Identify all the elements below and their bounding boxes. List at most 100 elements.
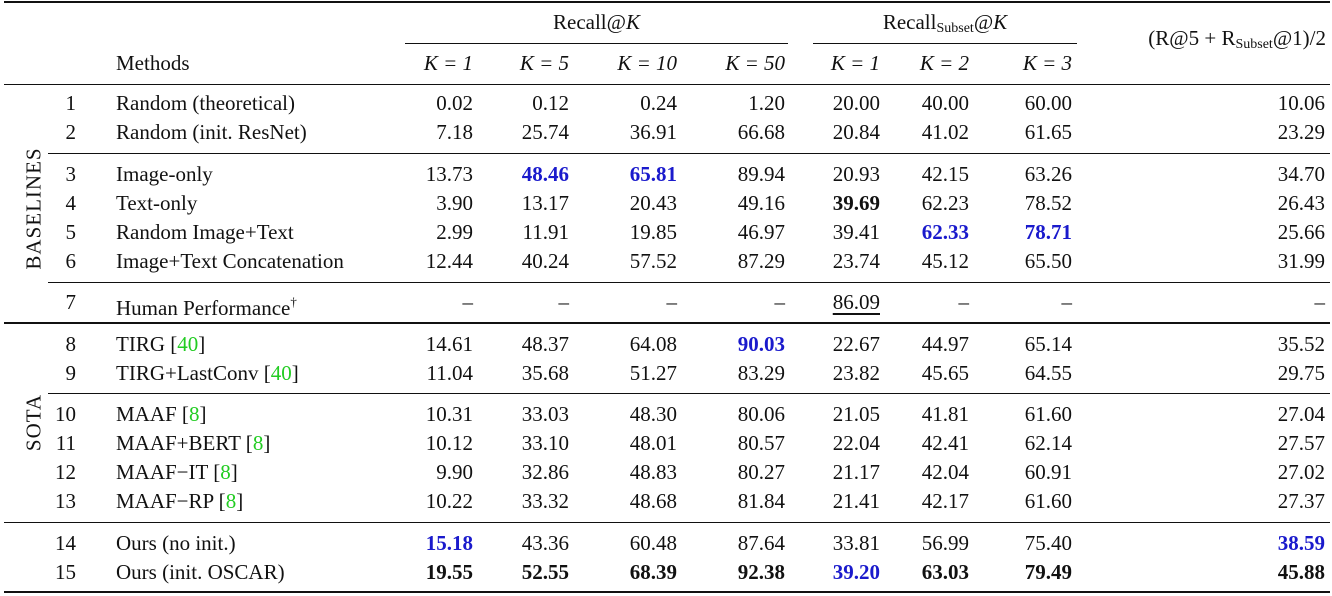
cell-recall-k1: 10.22 [383,489,473,513]
recall-group-text: Recall@ [553,10,626,34]
cell-value: 39.69 [832,191,880,215]
cell-value: 45.65 [921,361,969,385]
cell-value: 60.91 [1024,460,1072,484]
cell-value: 44.97 [921,332,969,356]
cell-recall-k50: 81.84 [695,489,785,513]
cell-recall-k5: 32.86 [479,460,569,484]
cell-value: 64.55 [1024,361,1072,385]
cell-value: 10.31 [425,402,473,426]
cell-value: 62.14 [1024,431,1072,455]
cell-value: 20.00 [832,91,880,115]
cell-subset-k1: 22.67 [790,332,880,356]
row-number: 11 [55,431,76,455]
separator-rows-9-10 [48,393,1330,394]
recall-group-var: K [625,10,640,34]
col-recall-k5: K = 5 [519,51,569,75]
cell-value: 9.90 [436,460,473,484]
cell-recall-k10: 20.43 [587,191,677,215]
cell-value: – [666,290,678,314]
cell-value: 25.74 [521,120,569,144]
citation-link[interactable]: 8 [225,489,237,513]
cell-subset-k1: 21.17 [790,460,880,484]
cell-value: 33.10 [521,431,569,455]
method-label: Ours (init. OSCAR) [116,560,285,584]
cell-value: 35.68 [521,361,569,385]
cell-subset-k1: 39.20 [790,560,880,584]
method-name: Human Performance† [116,290,297,320]
cell-value: 32.86 [521,460,569,484]
cell-subset-k2: 42.15 [879,162,969,186]
cell-recall-k10: 64.08 [587,332,677,356]
cell-recall-k50: 66.68 [695,120,785,144]
cell-recall-k50: 1.20 [695,91,785,115]
row-number: 10 [55,402,76,426]
cell-recall-k1: – [383,290,474,314]
cell-combined: 26.43 [1235,191,1325,215]
cell-combined: 34.70 [1235,162,1325,186]
cell-recall-k5: 43.36 [479,531,569,555]
cell-value: 23.29 [1277,120,1325,144]
cell-subset-k2: 63.03 [879,560,969,584]
citation-bracket: ] [198,332,206,356]
cell-subset-k2: – [879,290,970,314]
cell-recall-k50: 89.94 [695,162,785,186]
dagger-footnote-mark: † [290,294,297,309]
cell-value: 48.83 [629,460,677,484]
cell-value: 65.50 [1024,249,1072,273]
cell-value: 11.91 [522,220,569,244]
cell-subset-k3: 62.14 [982,431,1072,455]
method-name: MAAF−RP [8] [116,489,243,513]
cell-subset-k3: 61.60 [982,489,1072,513]
method-name: Random (init. ResNet) [116,120,307,144]
method-name: MAAF−IT [8] [116,460,238,484]
cell-recall-k1: 10.31 [383,402,473,426]
cell-value: 86.09 [832,290,880,314]
cell-value: 80.27 [737,460,785,484]
method-label: MAAF−RP [ [116,489,226,513]
cell-value: 49.16 [737,191,785,215]
cell-subset-k3: 61.60 [982,402,1072,426]
cell-value: 25.66 [1277,220,1325,244]
cell-subset-k1: 39.41 [790,220,880,244]
cell-value: – [774,290,786,314]
cell-value: 21.17 [832,460,880,484]
cell-value: 27.02 [1277,460,1325,484]
cell-value: 2.99 [436,220,473,244]
cell-recall-k1: 10.12 [383,431,473,455]
method-label: Random Image+Text [116,220,294,244]
method-name: Ours (init. OSCAR) [116,560,285,584]
cell-recall-k5: 13.17 [479,191,569,215]
cell-value: 11.04 [426,361,473,385]
col-subset-k2: K = 2 [919,51,969,75]
cell-recall-k1: 12.44 [383,249,473,273]
cell-value: 48.46 [521,162,569,186]
cell-value: 78.52 [1024,191,1072,215]
citation-link[interactable]: 8 [220,460,231,484]
cell-value: 40.00 [921,91,969,115]
top-rule [4,1,1330,3]
cell-value: 10.12 [425,431,473,455]
row-number: 1 [65,91,77,115]
cell-recall-k1: 0.02 [383,91,473,115]
cell-value: 60.48 [629,531,677,555]
method-name: Text-only [116,191,197,215]
cell-recall-k5: 33.10 [479,431,569,455]
cell-value: 46.97 [737,220,785,244]
cell-value: 35.52 [1277,332,1325,356]
cell-recall-k10: 60.48 [587,531,677,555]
cell-subset-k2: 44.97 [879,332,969,356]
cell-subset-k3: 65.14 [982,332,1072,356]
citation-link[interactable]: 40 [177,332,199,356]
cell-subset-k2: 56.99 [879,531,969,555]
cell-recall-k5: 33.32 [479,489,569,513]
method-label: Human Performance [116,296,291,320]
cell-subset-k1: 20.00 [790,91,880,115]
cell-subset-k1: 86.09 [790,290,880,314]
cell-subset-k1: 20.93 [790,162,880,186]
citation-link[interactable]: 8 [188,402,200,426]
cell-recall-k5: 48.37 [479,332,569,356]
cell-subset-k1: 20.84 [790,120,880,144]
citation-link[interactable]: 8 [252,431,264,455]
cell-combined: – [1235,290,1326,314]
citation-link[interactable]: 40 [270,361,292,385]
